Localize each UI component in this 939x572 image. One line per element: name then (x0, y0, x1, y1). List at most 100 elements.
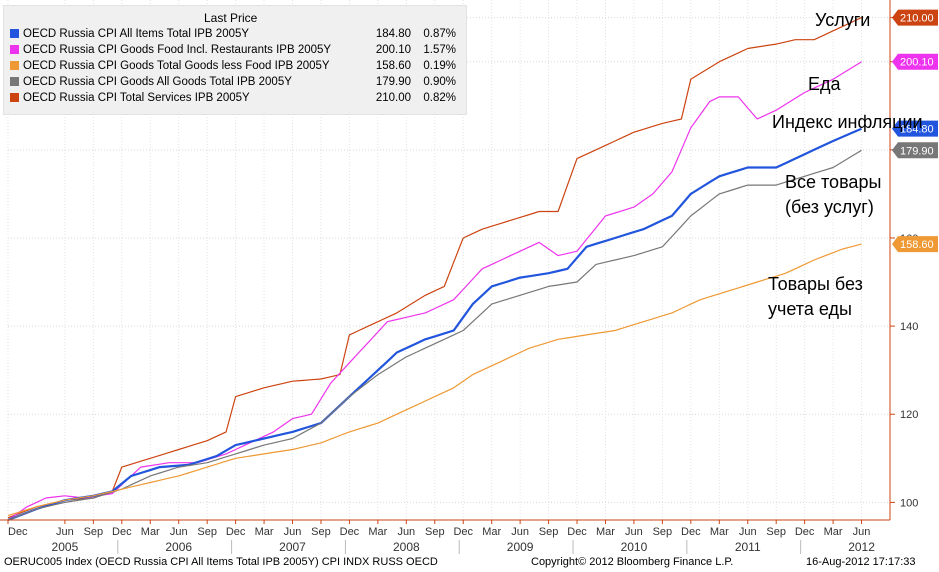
legend-header: Last Price (204, 11, 258, 25)
x-tick-label: Sep (197, 526, 217, 538)
legend-row-services: OECD Russia CPI Total Services IPB 2005Y… (10, 90, 456, 106)
last-price-box (892, 236, 938, 253)
annotation-nonfood-line2: учета еды (768, 299, 852, 319)
legend-row-food: OECD Russia CPI Goods Food Incl. Restaur… (10, 42, 456, 58)
x-tick-label: Jun (56, 526, 74, 538)
annotation-all-goods-line1: Все товары (785, 172, 882, 192)
x-tick-label: Dec (8, 526, 28, 538)
legend-change: 0.19% (423, 60, 456, 72)
legend-swatch-goods-less-food (10, 61, 19, 70)
legend-swatch-all-items (10, 29, 19, 38)
legend: Last Price OECD Russia CPI All Items Tot… (3, 5, 467, 115)
series-line-0 (7, 17, 862, 519)
x-tick-label: Dec (453, 526, 473, 538)
x-tick-label: Sep (425, 526, 445, 538)
legend-row-all-goods: OECD Russia CPI Goods All Goods Total IP… (10, 74, 456, 90)
last-price-box (892, 142, 938, 159)
last-price-label: 158.60 (900, 239, 934, 251)
last-price-flag: 200.10 (892, 53, 938, 70)
x-tick-label: Mar (824, 526, 843, 538)
x-tick-label: Dec (112, 526, 132, 538)
x-tick-label: Mar (141, 526, 160, 538)
legend-change: 1.57% (423, 44, 456, 56)
legend-name: OECD Russia CPI Total Services IPB 2005Y (23, 92, 250, 104)
x-tick-label: Jun (853, 526, 871, 538)
legend-row-goods-less-food: OECD Russia CPI Goods Total Goods less F… (10, 58, 456, 74)
x-tick-label: Sep (84, 526, 104, 538)
legend-price: 158.60 (375, 60, 411, 72)
x-tick-label: Mar (710, 526, 729, 538)
legend-name: OECD Russia CPI Goods Total Goods less F… (23, 60, 330, 72)
year-label: 2006 (165, 540, 192, 554)
year-label: 2005 (52, 540, 79, 554)
x-tick-label: Sep (653, 526, 673, 538)
x-tick-label: Dec (795, 526, 815, 538)
legend-change: 0.82% (423, 92, 456, 104)
x-tick-label: Sep (766, 526, 786, 538)
x-tick-label: Dec (681, 526, 701, 538)
x-tick-label: Dec (567, 526, 587, 538)
x-axis: Dec Jun Sep Dec Mar Jun Sep Dec Mar Jun Sep Dec Mar J… (0, 519, 890, 554)
series-line-4 (7, 243, 862, 517)
last-price-label: 179.90 (900, 145, 934, 157)
legend-swatch-services (10, 93, 19, 102)
x-tick-label: Jun (511, 526, 529, 538)
x-tick-label: Jun (397, 526, 415, 538)
last-price-label: 210.00 (900, 13, 934, 25)
year-label: 2009 (507, 540, 534, 554)
annotation-nonfood-line1: Товары без (768, 274, 863, 294)
last-price-label: 184.80 (900, 124, 934, 136)
legend-row-all-items: OECD Russia CPI All Items Total IPB 2005… (10, 26, 456, 42)
legend-swatch-all-goods (10, 77, 19, 86)
last-price-flag: 158.60 (892, 236, 938, 253)
series-line-1 (7, 61, 862, 521)
footer-timestamp: 16-Aug-2012 17:17:33 (806, 556, 916, 568)
footer-copyright: Copyright© 2012 Bloomberg Finance L.P. (531, 556, 734, 568)
last-price-label: 200.10 (900, 57, 934, 69)
annotation-inflation: Индекс инфляции (772, 112, 923, 132)
year-label: 2007 (279, 540, 306, 554)
x-tick-label: Jun (170, 526, 188, 538)
annotation-all-goods-line2: (без услуг) (785, 197, 874, 217)
year-label: 2008 (393, 540, 420, 554)
x-tick-label: Mar (482, 526, 501, 538)
x-tick-label: Jun (739, 526, 757, 538)
x-tick-label: Jun (625, 526, 643, 538)
series-line-2 (7, 127, 862, 522)
legend-change: 0.87% (423, 28, 456, 40)
y-axis: 100120140160180200210210.00200.10184.801… (889, 0, 938, 520)
annotation-food: Еда (808, 74, 841, 94)
x-tick-label: Mar (255, 526, 274, 538)
last-price-flag: 184.80 (892, 120, 938, 137)
legend-name: OECD Russia CPI Goods All Goods Total IP… (23, 76, 292, 88)
year-label: 2010 (621, 540, 648, 554)
last-price-flag: 179.90 (892, 142, 938, 159)
y-tick-label: 100 (900, 497, 918, 509)
legend-price: 210.00 (375, 92, 411, 104)
x-tick-label: Dec (340, 526, 360, 538)
footer-ticker: OERUC005 Index (OECD Russia CPI All Item… (4, 556, 438, 568)
year-label: 2012 (848, 540, 875, 554)
legend-price: 184.80 (375, 28, 411, 40)
year-label: 2011 (735, 540, 761, 554)
legend-price: 179.90 (375, 76, 411, 88)
x-tick-label: Sep (539, 526, 559, 538)
legend-name: OECD Russia CPI Goods Food Incl. Restaur… (23, 44, 332, 56)
legend-price: 200.10 (375, 44, 411, 56)
last-price-box (892, 9, 938, 26)
x-tick-label: Mar (368, 526, 387, 538)
annotation-services: Услуги (815, 10, 871, 30)
legend-name: OECD Russia CPI All Items Total IPB 2005… (23, 28, 250, 40)
last-price-box (892, 120, 938, 137)
series-lines (7, 17, 862, 522)
legend-change: 0.90% (423, 76, 456, 88)
x-tick-label: Jun (284, 526, 302, 538)
last-price-box (892, 53, 938, 70)
x-tick-label: Dec (226, 526, 246, 538)
last-price-flag: 210.00 (892, 9, 938, 26)
series-line-3 (7, 149, 862, 521)
y-tick-label: 120 (900, 409, 918, 421)
x-tick-label: Mar (596, 526, 615, 538)
x-tick-label: Sep (311, 526, 331, 538)
legend-swatch-food (10, 45, 19, 54)
